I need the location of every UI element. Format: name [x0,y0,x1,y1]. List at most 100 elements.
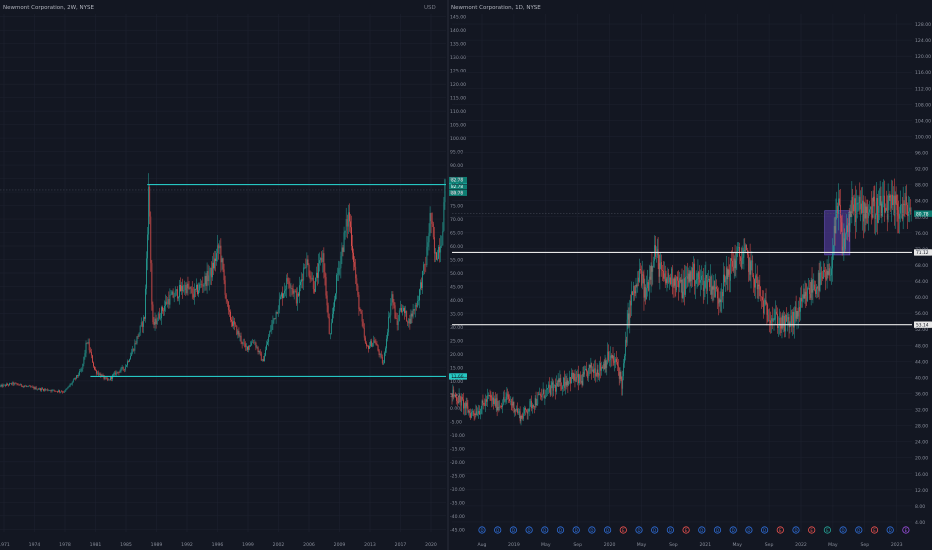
candle-body [798,307,800,317]
candle-body [233,321,234,326]
event-marker-glyph: D [606,528,609,533]
candle-body [526,411,528,414]
candle-body [413,309,415,311]
candle-body [730,258,731,281]
event-marker-icon[interactable] [603,526,612,534]
candle-body [319,260,321,264]
event-marker-icon[interactable] [525,526,533,534]
candle-body [817,272,819,289]
event-marker-icon[interactable] [509,526,518,534]
event-marker-icon[interactable] [494,526,502,534]
event-marker-icon[interactable] [698,526,706,534]
candle-body [605,360,607,368]
candle-body [5,384,7,386]
candle-body [395,318,397,319]
right-chart-pane[interactable]: 71.12 53.14 80.78 128.00 124.00 120.00 116.00… [451,5,932,548]
candle-body [562,386,563,390]
candle-body [291,287,293,289]
event-marker-icon[interactable] [823,526,832,534]
event-marker-icon[interactable] [902,526,910,534]
event-marker-icon[interactable] [855,526,863,534]
candle-body [216,253,218,261]
candle-body [763,300,764,314]
candle-body [136,336,138,344]
candle-body [663,270,664,279]
event-marker-glyph: D [496,528,499,533]
candle-body [702,275,703,276]
x-tick-label: Aug [478,542,487,548]
candle-body [870,206,872,216]
right-levels[interactable]: 71.12 53.14 80.78 [452,210,932,328]
candle-body [696,278,698,280]
candle-body [50,390,52,392]
candle-body [258,351,260,352]
candle-body [859,196,861,210]
event-marker-icon[interactable] [478,526,486,534]
candle-body [542,389,544,394]
event-marker-icon[interactable] [635,526,643,534]
event-marker-icon[interactable] [556,526,565,534]
right-time-axis[interactable]: Aug 2019 May Sep 2020 May Sep 2021 May Sep 2022 May… [478,542,903,548]
candle-body [622,376,624,389]
candle-body [732,260,733,267]
event-marker-icon[interactable] [713,526,722,534]
event-marker-icon[interactable] [792,526,800,534]
candle-body [769,320,770,321]
candle-body [93,362,94,367]
event-marker-icon[interactable] [760,526,769,534]
candle-body [873,196,875,202]
event-marker-icon[interactable] [619,526,627,534]
candle-body [267,341,268,345]
candle-body [289,284,291,289]
event-marker-icon[interactable] [666,526,675,534]
candle-body [79,370,81,375]
candle-body [243,342,245,344]
right-highlight-zone[interactable] [824,210,851,256]
event-marker-icon[interactable] [729,526,737,534]
candle-body [376,344,378,346]
candle-body [738,247,739,248]
event-marker-icon[interactable] [541,526,549,534]
candle-body [774,317,776,319]
event-marker-icon[interactable] [776,526,784,534]
candle-body [794,307,796,313]
candle-body [553,385,555,391]
candle-body [384,352,385,363]
candle-body [402,311,403,312]
event-marker-icon[interactable] [886,526,894,534]
candle-body [141,322,143,327]
candle-body [213,262,214,269]
candle-body [888,195,890,201]
event-marker-icon[interactable] [572,526,580,534]
candle-body [189,287,191,289]
candle-body [863,200,864,222]
event-marker-icon[interactable] [745,526,753,534]
event-marker-icon[interactable] [588,526,596,534]
candle-body [120,368,122,371]
candle-body [312,277,314,289]
event-marker-icon[interactable] [839,526,847,534]
event-marker-icon[interactable] [682,526,690,534]
candle-body [677,276,678,281]
left-time-axis[interactable]: 1971 1974 1978 1981 1985 1989 1992 1996 1999 2002… [0,542,437,548]
candle-body [187,283,189,289]
candle-body [344,230,346,233]
event-marker-glyph: D [669,528,672,533]
candle-body [63,392,65,393]
event-marker-icon[interactable] [870,526,879,534]
y-tick-label: 20.00 [915,456,928,462]
candle-body [628,313,630,324]
y-tick-label: 92.00 [915,167,928,173]
event-marker-icon[interactable] [651,526,659,534]
candle-body [336,274,337,294]
candle-body [404,308,405,314]
right-price-axis[interactable]: 128.00 124.00 120.00 116.00 112.00 108.00 104.… [915,22,931,526]
highlight-rectangle[interactable] [824,210,851,256]
candle-body [330,322,332,335]
event-marker-icon[interactable] [808,526,816,534]
candle-body [418,300,419,302]
y-tick-label: -35.00 [450,500,465,506]
